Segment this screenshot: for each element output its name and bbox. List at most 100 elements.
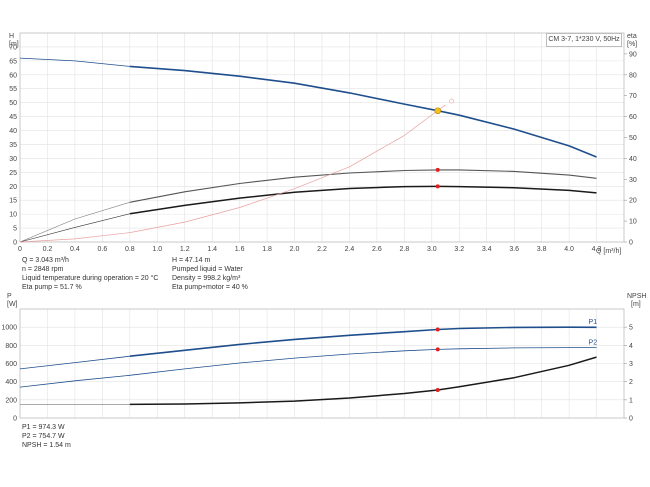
bottom-y-label-left-unit: [W] — [7, 301, 18, 308]
duty-liquid: Pumped liquid = Water — [172, 266, 243, 273]
p2-curve-line — [19, 374, 130, 388]
y-tick-left-label: 1000 — [1, 325, 17, 332]
y-tick-left-label: 20 — [9, 184, 17, 191]
operating-point-marker — [435, 347, 440, 352]
top-y-label-left-name: H — [9, 33, 14, 40]
y-tick-left-label: 15 — [9, 198, 17, 205]
curve-line — [129, 169, 597, 203]
duty-head: H = 47.14 m — [172, 257, 211, 264]
x-tick-label: 3.0 — [427, 246, 437, 253]
x-tick-label: 0.2 — [43, 246, 53, 253]
x-tick-label: 1.6 — [235, 246, 245, 253]
y-tick-right-label: 50 — [629, 135, 637, 142]
curve-line — [129, 185, 597, 215]
y-tick-right-label: 3 — [629, 361, 633, 368]
power-p1: P1 = 974.3 W — [22, 424, 65, 431]
y-tick-left-label: 0 — [13, 416, 17, 423]
y-tick-right-label: 5 — [629, 325, 633, 332]
duty-info-col1: Q = 3.043 m³/h n = 2848 rpm Liquid tempe… — [22, 256, 158, 292]
x-tick-label: 3.8 — [537, 246, 547, 253]
series-label: P2 — [589, 340, 598, 347]
y-tick-left-label: 10 — [9, 212, 17, 219]
y-tick-right-label: 60 — [629, 114, 637, 121]
duty-flow: Q = 3.043 m³/h — [22, 257, 69, 264]
bottom-grid — [20, 309, 624, 418]
operating-point-marker — [435, 327, 440, 332]
y-tick-right-label: 1 — [629, 397, 633, 404]
y-tick-left-label: 65 — [9, 58, 17, 65]
curve-line — [19, 213, 130, 243]
bottom-y-ticks-right: 0 1 2 3 4 5 — [624, 325, 633, 423]
x-tick-label: 1.2 — [180, 246, 190, 253]
x-tick-label: 0.6 — [97, 246, 107, 253]
curve-line — [19, 57, 130, 67]
top-markers — [434, 98, 454, 189]
duty-info-col2: H = 47.14 m Pumped liquid = Water Densit… — [172, 256, 248, 292]
x-tick-label: 1.4 — [207, 246, 217, 253]
y-tick-left-label: 60 — [9, 72, 17, 79]
bottom-markers — [435, 327, 440, 393]
top-y-label-left-unit: [m] — [9, 41, 19, 48]
duty-temperature: Liquid temperature during operation = 20… — [22, 275, 159, 282]
power-info: P1 = 974.3 W P2 = 754.7 W NPSH = 1.54 m — [22, 423, 71, 450]
y-tick-right-label: 70 — [629, 93, 637, 100]
x-tick-label: 0.8 — [125, 246, 135, 253]
duty-eta-pump: Eta pump = 51.7 % — [22, 284, 82, 291]
y-tick-right-label: 80 — [629, 72, 637, 79]
power-p2: P2 = 754.7 W — [22, 433, 65, 440]
bottom-series — [19, 326, 597, 406]
x-tick-label: 2.2 — [317, 246, 327, 253]
npsh-curve-line — [129, 356, 597, 406]
y-tick-right-label: 4 — [629, 343, 633, 350]
x-tick-label: 4.2 — [592, 246, 602, 253]
p1-curve-line — [129, 326, 597, 357]
curve-line — [19, 202, 130, 243]
duty-eta-pump-motor: Eta pump+motor = 40 % — [172, 284, 248, 291]
x-tick-label: 0.4 — [70, 246, 80, 253]
y-tick-right-label: 0 — [629, 240, 633, 247]
x-tick-label: 3.2 — [454, 246, 464, 253]
top-series — [19, 57, 597, 243]
y-tick-left-label: 45 — [9, 114, 17, 121]
duty-point-marker — [434, 107, 442, 115]
top-x-ticks: 0 0.2 0.4 0.6 0.8 1.0 1.2 1.4 1.6 1.8 2.0 2.2 2.4 2.6… — [18, 246, 601, 253]
x-tick-label: 4.0 — [564, 246, 574, 253]
y-tick-right-label: 0 — [629, 416, 633, 423]
top-y-ticks-right: 0 10 20 30 40 50 60 70 80 90 — [624, 51, 637, 247]
y-tick-right-label: 30 — [629, 177, 637, 184]
y-tick-left-label: 600 — [5, 361, 17, 368]
open-point-marker — [449, 98, 454, 104]
y-tick-left-label: 35 — [9, 142, 17, 149]
y-tick-left-label: 40 — [9, 128, 17, 135]
x-tick-label: 1.8 — [262, 246, 272, 253]
top-y-label-right-name: eta — [627, 33, 637, 40]
top-y-label-right-unit: [%] — [627, 41, 637, 48]
y-tick-right-label: 40 — [629, 156, 637, 163]
curve-line — [19, 104, 446, 243]
power-npsh: NPSH = 1.54 m — [22, 442, 71, 449]
x-tick-label: 0 — [18, 246, 22, 253]
bottom-y-label-right-unit: [m] — [631, 301, 641, 308]
duty-speed: n = 2848 rpm — [22, 266, 64, 273]
bottom-y-label-left-name: P — [7, 293, 12, 300]
p2-curve-line — [129, 347, 597, 376]
y-tick-left-label: 0 — [13, 240, 17, 247]
top-x-label: Q [m³/h] — [596, 248, 621, 255]
operating-point-marker — [435, 184, 440, 189]
x-tick-label: 2.4 — [345, 246, 355, 253]
bottom-y-ticks-left: 0 200 400 600 800 1000 — [1, 325, 17, 423]
y-tick-right-label: 10 — [629, 219, 637, 226]
bottom-series-labels: P1 P2 — [589, 319, 598, 346]
y-tick-right-label: 2 — [629, 379, 633, 386]
y-tick-left-label: 400 — [5, 379, 17, 386]
bottom-y-label-right-name: NPSH — [627, 293, 646, 300]
y-tick-left-label: 800 — [5, 343, 17, 350]
top-grid — [20, 33, 624, 242]
operating-point-marker — [435, 167, 440, 172]
y-tick-left-label: 25 — [9, 170, 17, 177]
y-tick-left-label: 50 — [9, 100, 17, 107]
top-y-ticks-left: 0 5 10 15 20 25 30 35 40 45 50 55 60 65 70 — [9, 44, 17, 246]
operating-point-marker — [435, 388, 440, 393]
